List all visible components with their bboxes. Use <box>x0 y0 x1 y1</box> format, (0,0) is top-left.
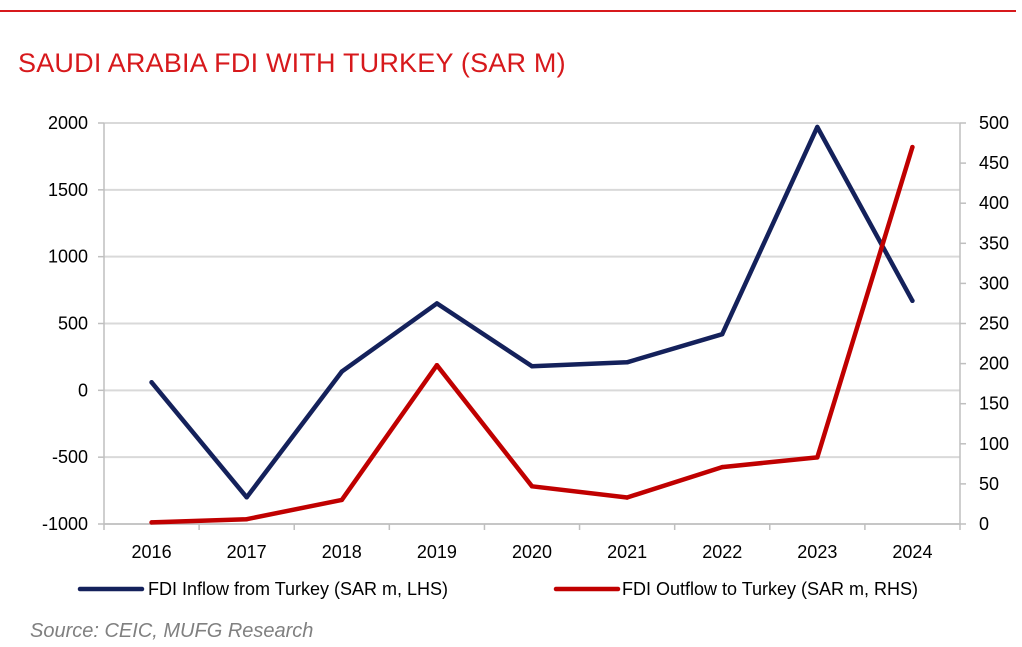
inflow-data-point <box>624 360 630 365</box>
legend-outflow-label: FDI Outflow to Turkey (SAR m, RHS) <box>622 579 918 599</box>
top-rule <box>0 10 1016 12</box>
source-note: Source: CEIC, MUFG Research <box>30 620 314 642</box>
outflow-data-point <box>149 520 154 525</box>
inflow-series-line <box>149 124 915 500</box>
outflow-data-point <box>529 484 535 489</box>
left-axis-tick-label: -1000 <box>42 514 88 534</box>
inflow-data-point <box>434 301 440 306</box>
right-axis-tick-label: 50 <box>979 474 999 494</box>
inflow-data-point <box>529 364 535 369</box>
right-axis-tick-label: 250 <box>979 314 1009 334</box>
outflow-data-point <box>910 144 915 150</box>
inflow-data-point <box>815 124 820 130</box>
inflow-data-point <box>149 380 154 385</box>
x-axis-tick-label: 2018 <box>322 542 362 562</box>
left-axis-tick-label: 0 <box>78 380 88 400</box>
outflow-data-point <box>339 497 344 503</box>
x-axis-tick-label: 2016 <box>132 542 172 562</box>
left-axis-tick-label: -500 <box>52 447 88 467</box>
outflow-data-point <box>815 455 820 460</box>
x-axis-tick-label: 2020 <box>512 542 552 562</box>
left-axis-tick-label: 1000 <box>48 247 88 267</box>
outflow-data-point <box>720 464 725 470</box>
legend-inflow-label: FDI Inflow from Turkey (SAR m, LHS) <box>148 579 448 599</box>
inflow-data-point <box>910 298 915 303</box>
right-axis-tick-label: 400 <box>979 193 1009 213</box>
outflow-series-line <box>149 144 915 525</box>
x-axis-tick-label: 2019 <box>417 542 457 562</box>
right-axis-tick-label: 500 <box>979 113 1009 133</box>
inflow-data-point <box>244 495 249 500</box>
right-axis-tick-label: 150 <box>979 394 1009 414</box>
right-axis-tick-label: 350 <box>979 233 1009 253</box>
left-axis-tick-label: 500 <box>58 314 88 334</box>
left-axis-tick-label: 1500 <box>48 180 88 200</box>
inflow-data-point <box>339 369 344 374</box>
right-axis-tick-label: 450 <box>979 153 1009 173</box>
right-axis-tick-label: 100 <box>979 434 1009 454</box>
right-axis-tick-label: 200 <box>979 354 1009 374</box>
outflow-data-point <box>434 363 440 368</box>
right-axis-tick-label: 0 <box>979 514 989 534</box>
right-axis-tick-label: 300 <box>979 273 1009 293</box>
x-axis-tick-label: 2023 <box>797 542 837 562</box>
inflow-data-point <box>720 331 725 337</box>
x-axis-tick-label: 2022 <box>702 542 742 562</box>
left-axis-tick-label: 2000 <box>48 113 88 133</box>
x-axis-tick-label: 2024 <box>892 542 932 562</box>
outflow-data-point <box>624 495 630 500</box>
outflow-data-point <box>244 516 249 522</box>
x-axis-tick-label: 2021 <box>607 542 647 562</box>
chart-title: SAUDI ARABIA FDI WITH TURKEY (SAR M) <box>18 48 566 78</box>
x-axis-tick-label: 2017 <box>227 542 267 562</box>
